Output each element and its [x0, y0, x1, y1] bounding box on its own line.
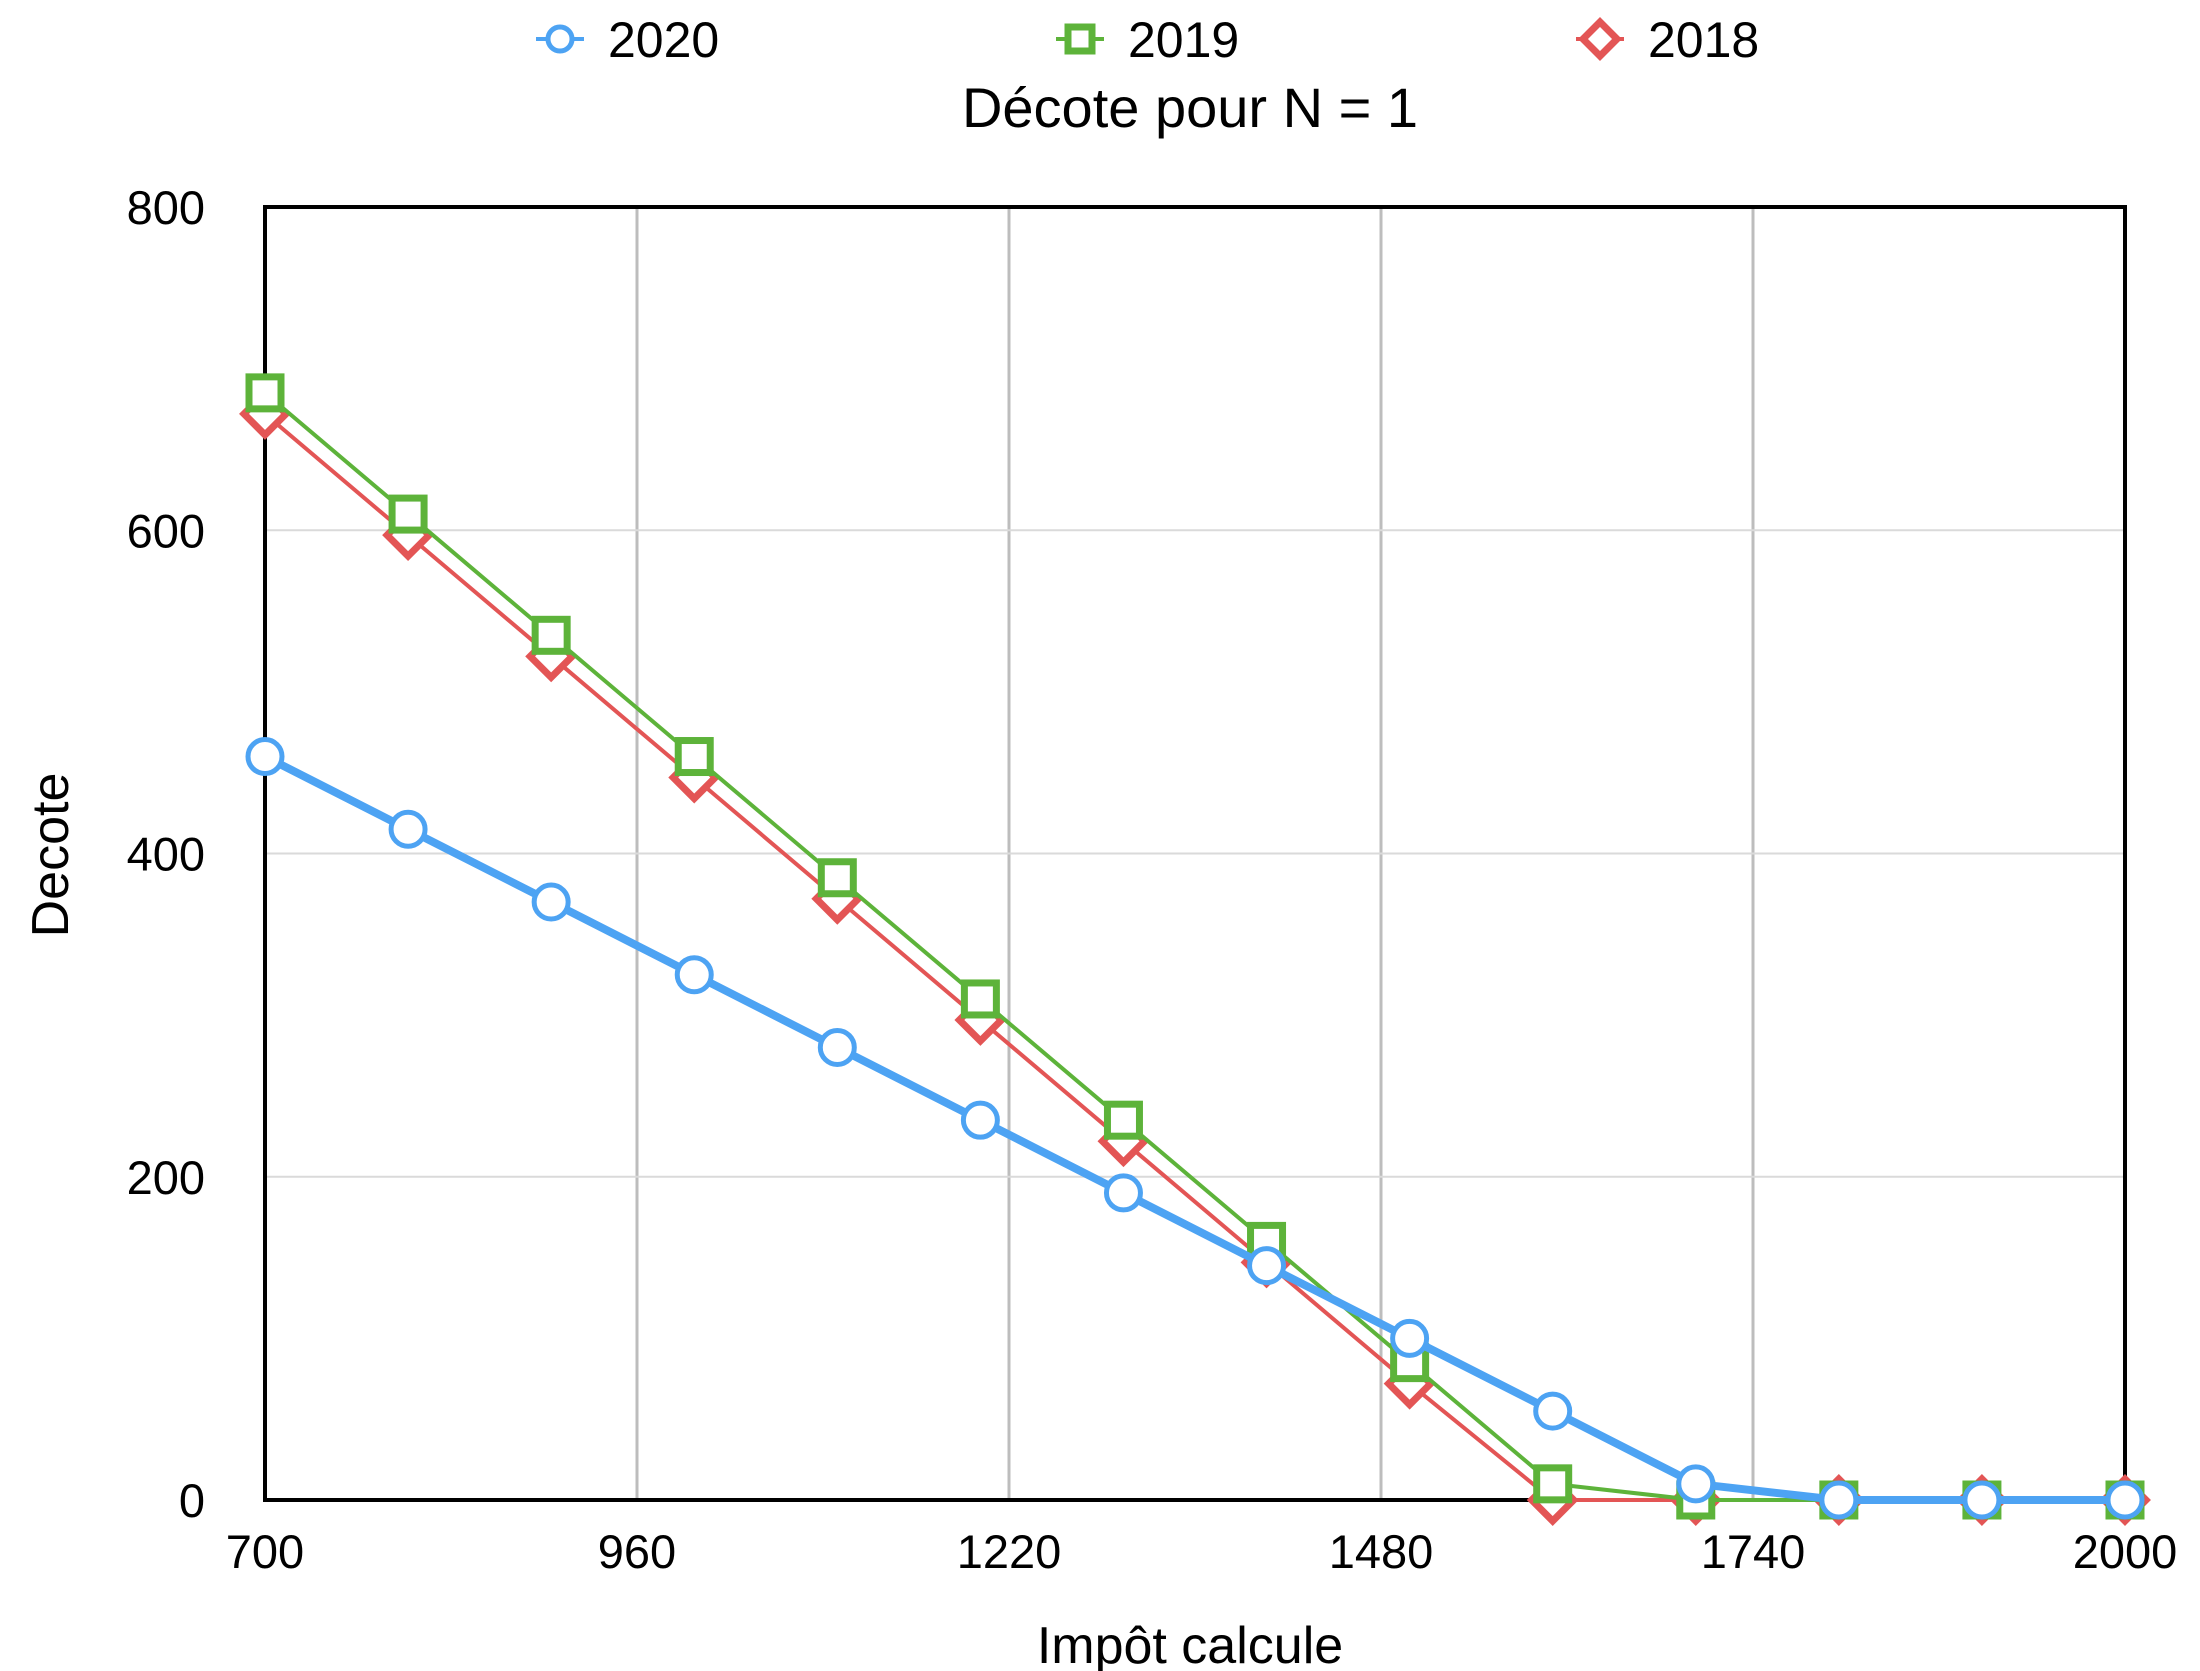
x-tick-label: 700: [226, 1525, 304, 1578]
series-line-2019: [263, 390, 2127, 1502]
x-tick-label: 1740: [1701, 1525, 1806, 1578]
y-tick-label: 200: [127, 1151, 205, 1204]
series-2020: [245, 737, 2145, 1520]
series-layer: [239, 373, 2151, 1526]
x-axis-title: Impôt calcule: [1037, 1617, 1343, 1671]
plot-area-frame: [263, 205, 2127, 1502]
x-tick-label: 2000: [2073, 1525, 2178, 1578]
data-point-2020: [1676, 1464, 1716, 1504]
data-point-2020: [245, 737, 285, 777]
data-point-2019: [531, 615, 571, 655]
x-tick-label: 1220: [957, 1525, 1062, 1578]
y-axis-title: Decote: [22, 773, 80, 938]
grid-lines: [265, 207, 2125, 1500]
data-point-2019: [674, 737, 714, 777]
data-point-2020: [1962, 1480, 2002, 1520]
data-point-2020: [531, 882, 571, 922]
data-point-2020: [817, 1027, 857, 1067]
y-tick-label: 0: [179, 1474, 205, 1527]
data-point-2020: [674, 955, 714, 995]
legend-marker: [1064, 23, 1096, 55]
y-tick-label: 400: [127, 828, 205, 881]
data-point-2019: [1103, 1100, 1143, 1140]
data-point-2020: [1247, 1246, 1287, 1286]
data-point-2020: [1390, 1318, 1430, 1358]
legend-label: 2018: [1648, 12, 1759, 68]
y-tick-label: 600: [127, 504, 205, 557]
legend-item-2019: 2019: [1056, 12, 1239, 68]
data-point-2019: [817, 858, 857, 898]
chart-legend: 2020 2019 2018: [536, 12, 1759, 68]
legend-item-2018: 2018: [1576, 12, 1759, 68]
data-point-2020: [388, 809, 428, 849]
series-line-2018: [263, 411, 2127, 1502]
data-point-2019: [960, 979, 1000, 1019]
data-point-2020: [960, 1100, 1000, 1140]
axis-tick-labels: 700 960 1220 1480 1740 2000 0 200 400 600 800: [127, 181, 2178, 1578]
x-tick-label: 1480: [1329, 1525, 1434, 1578]
x-tick-label: 960: [598, 1525, 676, 1578]
series-line-2020: [261, 752, 2129, 1504]
data-point-2019: [1533, 1464, 1573, 1504]
legend-marker: [545, 24, 575, 54]
data-point-2019: [388, 494, 428, 534]
data-point-2020: [2105, 1480, 2145, 1520]
data-point-2020: [1103, 1173, 1143, 1213]
chart-title: Décote pour N = 1: [962, 76, 1418, 139]
series-2019: [245, 373, 2145, 1520]
series-2018: [239, 387, 2151, 1526]
legend-label: 2019: [1128, 12, 1239, 68]
legend-label: 2020: [608, 12, 719, 68]
y-tick-label: 800: [127, 181, 205, 234]
data-point-2020: [1819, 1480, 1859, 1520]
data-point-2020: [1533, 1391, 1573, 1431]
legend-item-2020: 2020: [536, 12, 719, 68]
data-point-2019: [245, 373, 285, 413]
legend-marker: [1578, 17, 1622, 61]
